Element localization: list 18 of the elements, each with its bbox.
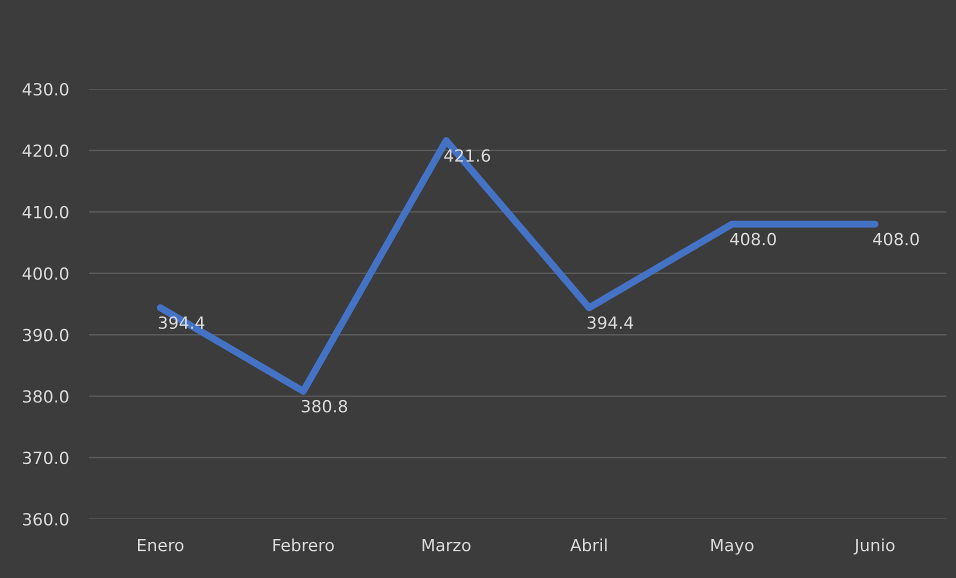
- data-label: 394.4: [588, 316, 634, 329]
- y-tick-label: 370.0: [23, 452, 68, 464]
- data-label: 408.0: [730, 232, 776, 246]
- x-tick-label: Junio: [854, 538, 895, 554]
- y-tick-label: 410.0: [22, 206, 68, 218]
- x-tick-label: Febrero: [273, 538, 334, 552]
- y-tick-label: 400.0: [22, 267, 68, 280]
- y-tick-label: 380.0: [23, 390, 68, 403]
- y-tick-label: 430.0: [22, 82, 68, 96]
- x-tick-label: Marzo: [422, 539, 470, 552]
- y-tick-label: 360.0: [23, 513, 68, 526]
- x-tick-label: Abril: [570, 538, 607, 552]
- data-label: 380.8: [302, 400, 348, 412]
- y-tick-label: 390.0: [23, 328, 68, 342]
- y-tick-label: 420.0: [22, 144, 68, 158]
- data-label: 408.0: [873, 232, 919, 246]
- x-tick-label: Enero: [138, 539, 184, 552]
- x-tick-label: Mayo: [711, 539, 754, 555]
